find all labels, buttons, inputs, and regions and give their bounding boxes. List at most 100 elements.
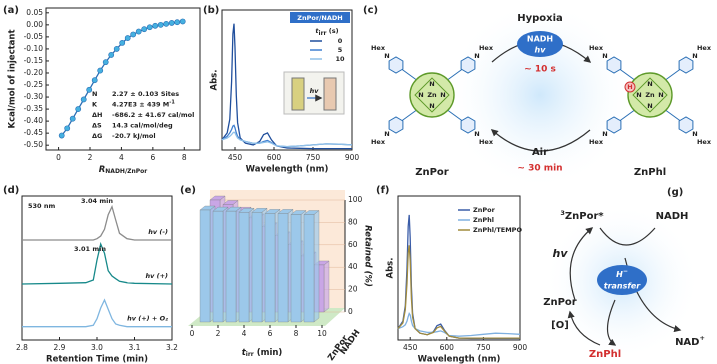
ring-nitrogen: N xyxy=(384,52,389,60)
panel-label: (f) xyxy=(376,185,390,196)
fit-value: 4.27E3 ± 439 M-1 xyxy=(112,99,175,109)
pyridinium xyxy=(678,116,694,134)
text: H xyxy=(616,270,623,279)
arrow xyxy=(599,227,656,246)
y-axis-label: Abs. xyxy=(386,258,396,279)
x-tick-label: 3.2 xyxy=(166,343,178,352)
time: ~ 30 min xyxy=(517,164,562,174)
y-tick-label: 60 xyxy=(348,240,358,249)
core-nitrogen: N xyxy=(429,102,434,110)
y-tick-label: -0.50 xyxy=(24,140,44,149)
data-point xyxy=(152,22,159,29)
condition: Hypoxia xyxy=(517,13,563,24)
legend-label: ZnPhl xyxy=(473,216,494,224)
ring-nitrogen: N xyxy=(602,130,607,138)
oxidant: [O] xyxy=(551,320,569,331)
text: R xyxy=(99,165,106,175)
product: ZnPhl xyxy=(589,349,621,360)
series-line xyxy=(22,204,172,241)
x-tick-label: 2.8 xyxy=(16,343,28,352)
text: irr xyxy=(246,351,254,358)
arrow xyxy=(606,299,617,346)
x-tick-label: 2 xyxy=(216,329,221,338)
series-line xyxy=(21,241,173,285)
x-tick-label: 4 xyxy=(119,153,124,162)
excited-state: 3ZnPor* xyxy=(560,209,604,222)
data-point xyxy=(69,115,76,122)
legend-header xyxy=(290,12,350,23)
inset-label: hv xyxy=(310,87,320,95)
core-nitrogen: N xyxy=(647,102,652,110)
x-tick-label: 750 xyxy=(476,343,491,352)
text: -20.7 kJ/mol xyxy=(112,132,156,140)
ring-nitrogen: N xyxy=(474,52,479,60)
y-tick-label: -0.45 xyxy=(24,128,44,137)
x-tick-label: 900 xyxy=(513,343,528,352)
text: (s) xyxy=(327,27,339,35)
metal: Zn xyxy=(645,91,655,99)
scheme-c: Hypoxia NADH hv ~ 10 s Air ~ 30 min ZnPo… xyxy=(415,0,666,190)
legend-label: ZnPhl/TEMPO xyxy=(473,226,522,234)
arrow xyxy=(569,227,594,301)
series-line xyxy=(397,312,521,337)
data-point xyxy=(119,39,126,46)
y-tick-label: -0.30 xyxy=(24,92,44,101)
text: − xyxy=(623,268,628,275)
data-point xyxy=(108,52,115,58)
fit-key: ΔG xyxy=(92,132,102,140)
data-point xyxy=(141,26,148,33)
porphyrin-core xyxy=(627,72,673,118)
glow xyxy=(445,0,635,190)
x-axis-label: Retention Time (min) xyxy=(46,355,148,364)
molecule-name: ZnPhl xyxy=(634,167,666,178)
donor: NADH xyxy=(656,211,689,222)
fit-value: 14.3 cal/mol/deg xyxy=(112,122,173,130)
data-point xyxy=(97,67,104,74)
x-tick-label: 2.9 xyxy=(54,343,66,352)
data-point xyxy=(174,19,181,26)
y-tick-label: -0.20 xyxy=(24,68,44,77)
bar xyxy=(238,212,250,323)
core-nitrogen: N xyxy=(658,91,663,99)
series-line xyxy=(221,131,353,148)
annotation: 530 nm xyxy=(28,202,55,210)
y-tick-label: 100 xyxy=(348,195,363,204)
x-tick-label: 2 xyxy=(88,153,93,162)
x-tick-label: 3.1 xyxy=(129,343,141,352)
annotation: 3.01 min xyxy=(74,245,106,253)
plot-frame xyxy=(221,9,353,151)
y-tick-label: -0.40 xyxy=(24,116,44,125)
panel-label: (b) xyxy=(203,5,219,16)
y-tick-label: 0.05 xyxy=(26,8,43,17)
substituent: Hex xyxy=(479,138,494,146)
transfer-ellipse xyxy=(597,265,647,295)
data-point xyxy=(80,96,87,103)
bar xyxy=(212,210,224,323)
x-tick-label: 450 xyxy=(228,153,243,162)
trace-label: hv (+) xyxy=(145,272,168,280)
data-point xyxy=(135,28,142,35)
text: 2.27 ± 0.103 Sites xyxy=(112,90,179,98)
y-tick-label: 20 xyxy=(348,285,358,294)
bar xyxy=(277,213,289,323)
data-point xyxy=(86,86,93,93)
fit-key: K xyxy=(92,101,98,109)
text: + xyxy=(699,334,704,342)
series-line xyxy=(221,23,352,150)
scheme-g: H− transfer 3ZnPor* NADH hv ZnPor [O] Zn… xyxy=(543,204,705,360)
x-tick-label: 6 xyxy=(268,329,273,338)
text: t xyxy=(315,27,319,35)
vial xyxy=(291,77,305,111)
x-tick-label: 6 xyxy=(150,153,155,162)
legend-label: 0 xyxy=(338,37,343,45)
x-tick-label: 600 xyxy=(440,343,455,352)
data-point xyxy=(124,35,131,41)
nad: NAD+ xyxy=(675,334,705,348)
bar xyxy=(225,210,237,323)
core-nitrogen: N xyxy=(647,80,652,88)
text: (min) xyxy=(254,348,283,358)
text: 4.27E3 ± 439 M xyxy=(112,101,169,109)
text: NAD xyxy=(675,337,699,348)
text: irr xyxy=(319,30,327,37)
y-tick-label: -0.10 xyxy=(24,44,44,53)
